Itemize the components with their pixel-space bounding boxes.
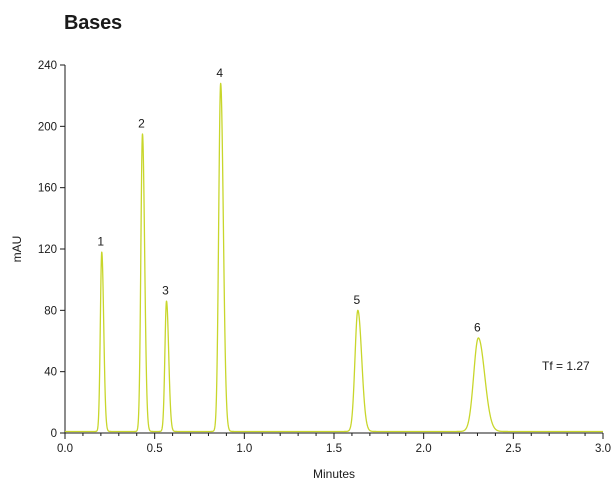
annotations: Tf = 1.27 [542,359,590,373]
x-tick-label: 1.5 [326,443,342,455]
y-tick-label: 200 [38,121,57,133]
chart-title: Bases [64,12,122,34]
axes [64,65,603,434]
x-tick-label: 2.5 [505,443,521,455]
peak-labels: 1 2 3 4 5 6 [97,66,481,335]
x-axis-title: Minutes [313,467,355,481]
y-axis-title: mAU [10,236,24,263]
y-tick-label: 80 [44,305,57,317]
tailing-factor-annotation: Tf = 1.27 [542,359,590,373]
x-ticks: 0.0 0.5 1.0 1.5 2.0 2.5 3.0 [57,433,611,455]
x-tick-label: 3.0 [595,443,611,455]
peak-label-2: 2 [138,117,145,131]
x-tick-label: 1.0 [236,443,252,455]
y-tick-label: 160 [38,183,57,195]
peak-label-4: 4 [216,66,223,80]
peak-label-1: 1 [97,235,104,249]
x-tick-label: 0.0 [57,443,73,455]
y-tick-label: 40 [44,367,57,379]
chromatogram-trace [64,82,604,433]
y-tick-label: 0 [51,428,57,440]
y-ticks: 0 40 80 120 160 200 240 [38,60,65,440]
y-tick-label: 120 [38,244,57,256]
peak-label-3: 3 [162,284,169,298]
y-tick-label: 240 [38,60,57,72]
x-tick-label: 2.0 [416,443,432,455]
x-tick-label: 0.5 [147,443,163,455]
peak-label-5: 5 [354,293,361,307]
peak-label-6: 6 [474,320,481,334]
